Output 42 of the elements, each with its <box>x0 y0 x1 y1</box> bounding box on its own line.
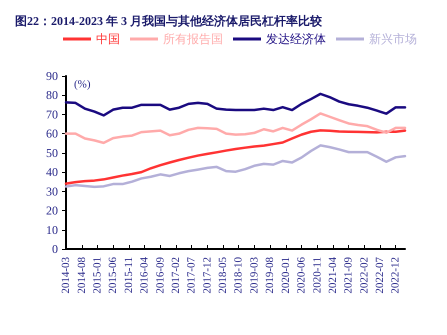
line-series <box>64 129 406 185</box>
legend-label: 所有报告国 <box>163 32 223 46</box>
y-axis-title: (%) <box>74 78 91 90</box>
x-tick-label: 2019-03 <box>248 256 260 294</box>
y-tick-label: 70 <box>46 107 58 122</box>
y-tick-label: 30 <box>46 184 58 198</box>
x-tick-label: 2020-06 <box>296 256 308 294</box>
x-tick-label: 2014-08 <box>76 256 88 294</box>
x-tick-label: 2019-08 <box>264 256 276 294</box>
y-tick-label: 80 <box>46 88 58 102</box>
x-tick-label: 2017-12 <box>201 257 214 294</box>
y-tick-label: 60 <box>46 126 58 141</box>
line-series <box>64 92 406 117</box>
y-tick-label: 20 <box>46 204 58 218</box>
y-tick-label: 10 <box>46 222 58 237</box>
y-tick-label: 90 <box>46 69 58 83</box>
x-tick-label: 2015-11 <box>122 257 135 294</box>
x-tick-label: 2016-09 <box>154 256 166 294</box>
y-tick-label: 0 <box>52 242 58 256</box>
chart-title: 图22：2014-2023 年 3 月我国与其他经济体居民杠杆率比较 <box>15 14 323 28</box>
legend-label: 新兴市场 <box>369 32 417 46</box>
x-tick-label: 2021-04 <box>326 256 339 294</box>
y-tick-label: 50 <box>46 146 58 160</box>
x-tick-label: 2017-07 <box>186 256 198 294</box>
legend-label: 中国 <box>96 32 120 46</box>
x-tick-label: 2018-05 <box>216 256 229 294</box>
x-tick-label: 2022-07 <box>374 256 386 294</box>
y-tick-label: 40 <box>46 165 58 180</box>
x-tick-label: 2022-02 <box>358 257 370 294</box>
line-series <box>64 112 406 144</box>
x-tick-label: 2015-01 <box>92 257 104 294</box>
x-tick-label: 2018-10 <box>232 256 245 294</box>
x-tick-label: 2020-11 <box>311 257 324 294</box>
x-tick-label: 2022-12 <box>390 257 402 294</box>
x-tick-label: 2020-01 <box>280 257 292 294</box>
x-tick-label: 2014-03 <box>60 256 72 294</box>
x-tick-label: 2015-06 <box>107 256 120 294</box>
x-tick-label: 2017-02 <box>170 257 182 294</box>
line-series <box>64 144 406 188</box>
legend-label: 发达经济体 <box>266 32 326 46</box>
x-tick-label: 2016-04 <box>138 256 151 294</box>
x-tick-label: 2021-09 <box>342 256 355 294</box>
